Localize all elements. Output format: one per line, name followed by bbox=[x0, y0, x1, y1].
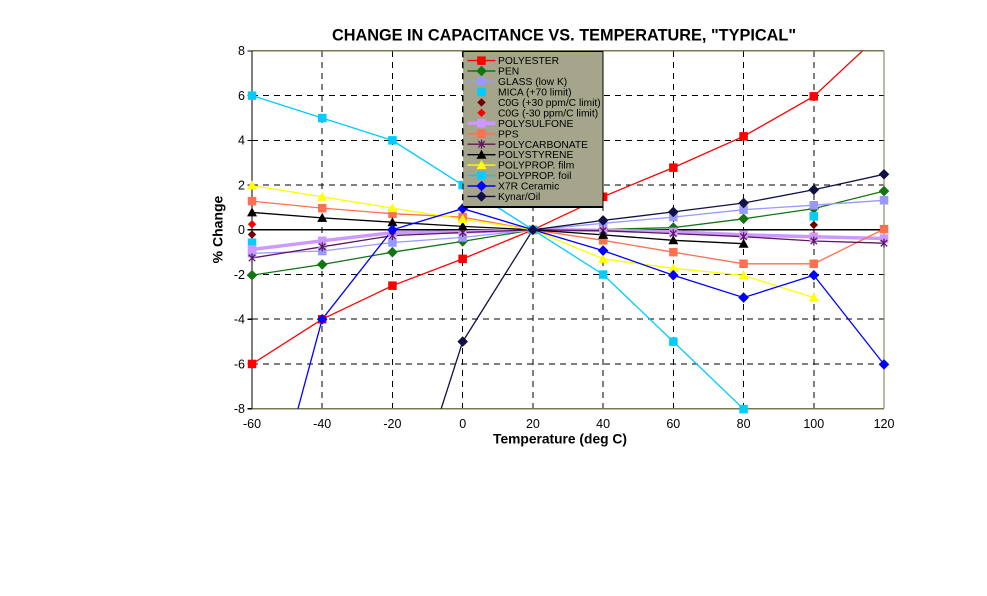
svg-text:PEN: PEN bbox=[498, 67, 519, 78]
svg-text:PPS: PPS bbox=[498, 129, 519, 140]
svg-text:40: 40 bbox=[596, 417, 610, 431]
svg-text:-2: -2 bbox=[234, 268, 245, 282]
svg-text:CHANGE IN CAPACITANCE VS. TEMP: CHANGE IN CAPACITANCE VS. TEMPERATURE, "… bbox=[332, 26, 796, 44]
svg-text:C0G (+30 ppm/C limit): C0G (+30 ppm/C limit) bbox=[498, 98, 601, 109]
svg-text:POLYSULFONE: POLYSULFONE bbox=[498, 119, 573, 130]
svg-text:POLYPROP. foil: POLYPROP. foil bbox=[498, 171, 571, 182]
svg-text:-40: -40 bbox=[313, 417, 331, 431]
svg-text:120: 120 bbox=[874, 417, 895, 431]
svg-text:-8: -8 bbox=[234, 402, 245, 416]
svg-text:6: 6 bbox=[238, 89, 245, 103]
svg-text:POLYSTYRENE: POLYSTYRENE bbox=[498, 150, 573, 161]
svg-text:2: 2 bbox=[238, 178, 245, 192]
svg-text:0: 0 bbox=[459, 417, 466, 431]
svg-text:Kynar/Oil: Kynar/Oil bbox=[498, 192, 540, 203]
svg-text:POLYESTER: POLYESTER bbox=[498, 56, 559, 67]
svg-text:POLYPROP. film: POLYPROP. film bbox=[498, 161, 574, 172]
svg-text:100: 100 bbox=[803, 417, 824, 431]
svg-text:MICA (+70 limit): MICA (+70 limit) bbox=[498, 88, 572, 99]
svg-text:60: 60 bbox=[666, 417, 680, 431]
svg-text:POLYCARBONATE: POLYCARBONATE bbox=[498, 140, 588, 151]
svg-text:GLASS (low K): GLASS (low K) bbox=[498, 77, 567, 88]
svg-text:80: 80 bbox=[737, 417, 751, 431]
svg-text:0: 0 bbox=[238, 223, 245, 237]
svg-text:20: 20 bbox=[526, 417, 540, 431]
svg-text:-20: -20 bbox=[383, 417, 401, 431]
svg-text:4: 4 bbox=[238, 134, 245, 148]
svg-text:C0G (-30 ppm/C limit): C0G (-30 ppm/C limit) bbox=[498, 108, 598, 119]
svg-text:X7R Ceramic: X7R Ceramic bbox=[498, 182, 559, 193]
svg-text:-60: -60 bbox=[243, 417, 261, 431]
svg-text:-6: -6 bbox=[234, 357, 245, 371]
svg-text:% Change: % Change bbox=[210, 195, 226, 263]
svg-text:Temperature (deg C): Temperature (deg C) bbox=[493, 432, 627, 447]
svg-text:8: 8 bbox=[238, 44, 245, 58]
svg-text:-4: -4 bbox=[234, 313, 245, 327]
